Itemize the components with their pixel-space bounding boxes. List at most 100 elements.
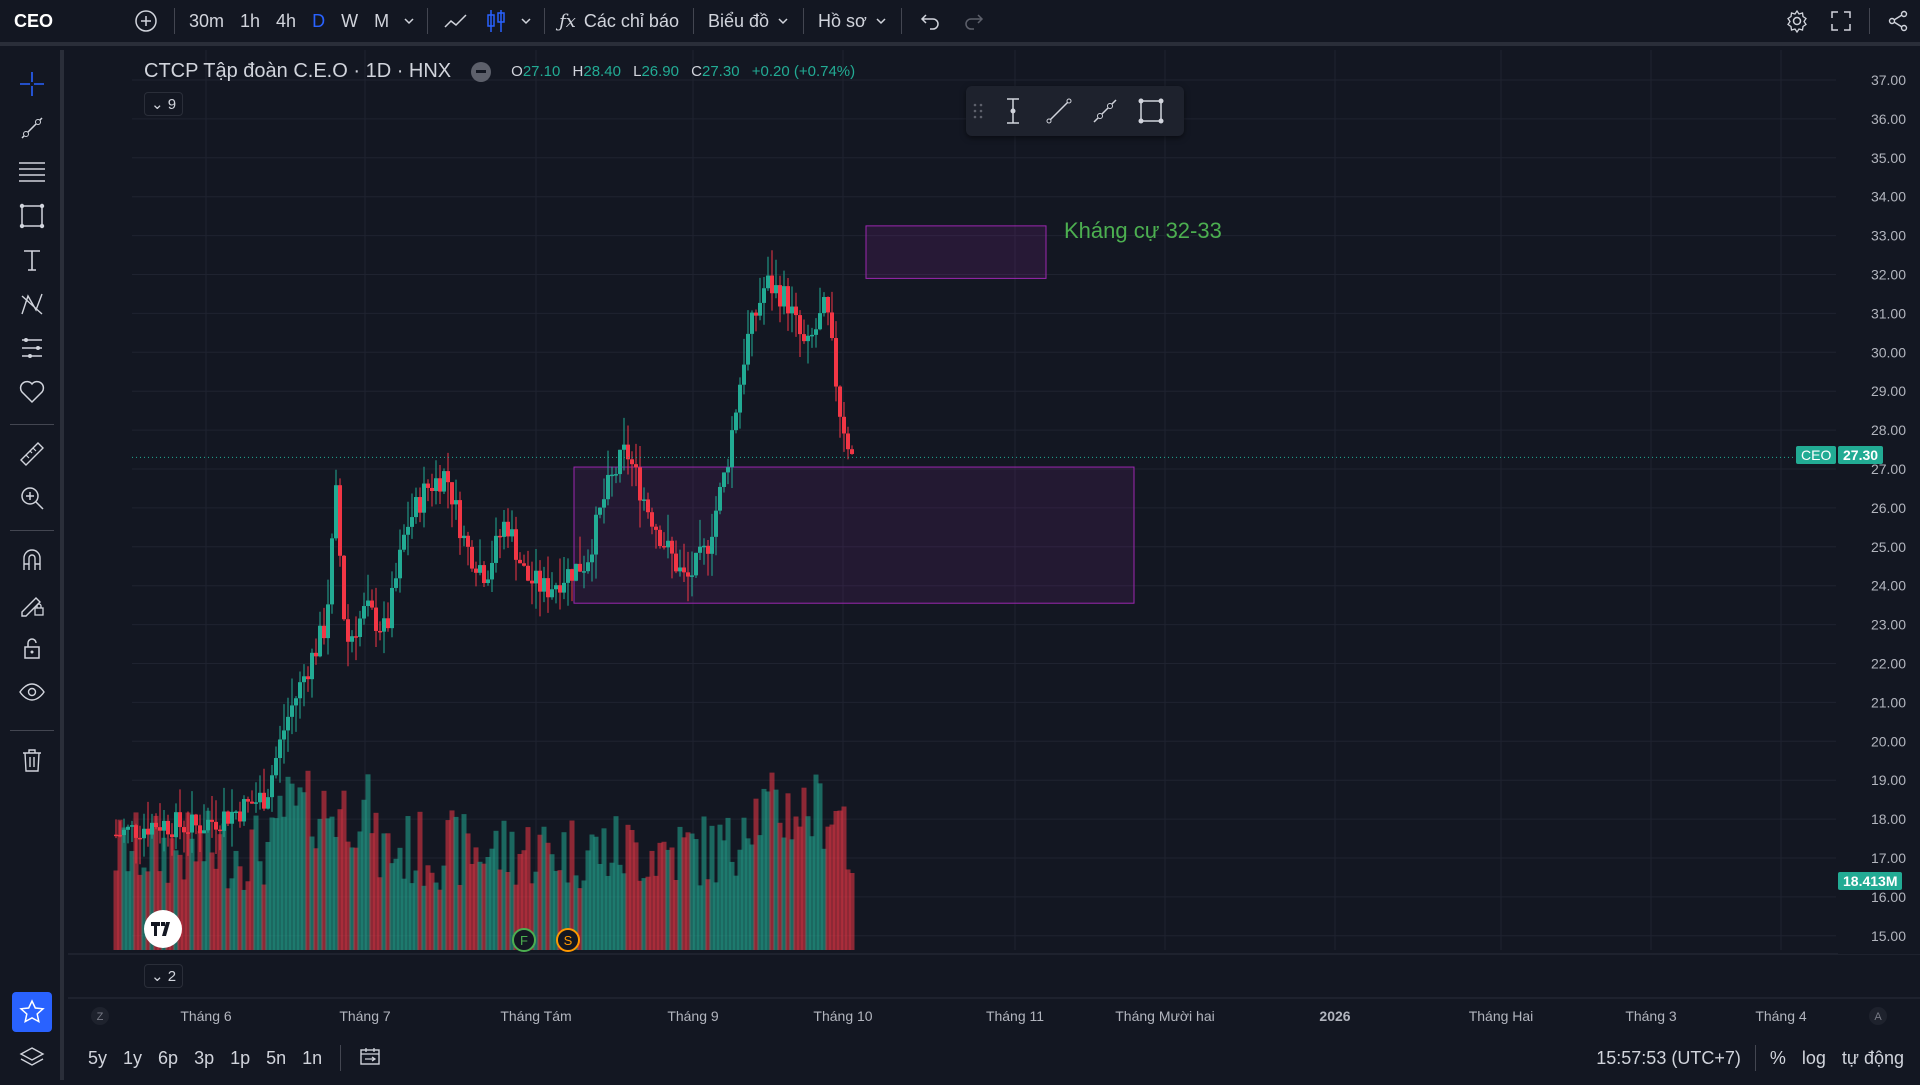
chart-type-chevron-icon[interactable] — [514, 0, 538, 42]
volume-bar — [665, 849, 671, 950]
interval-w[interactable]: W — [341, 10, 359, 31]
candle-body — [258, 792, 262, 803]
legend-hide-icon[interactable] — [471, 61, 492, 82]
candle-body — [650, 512, 654, 527]
interval-d[interactable]: D — [312, 10, 326, 31]
candle-body — [210, 819, 214, 822]
candle-body — [806, 335, 810, 342]
range-1y[interactable]: 1y — [123, 1047, 143, 1068]
log-scale-toggle[interactable]: log — [1801, 1047, 1826, 1068]
volume-bar — [493, 830, 499, 950]
compare-add-icon[interactable] — [124, 0, 168, 42]
candle-body — [418, 497, 422, 513]
volume-bar — [149, 828, 155, 950]
candle-body — [382, 618, 386, 632]
volume-bar — [137, 874, 143, 950]
volume-bar — [425, 865, 431, 950]
range-3m[interactable]: 3p — [194, 1047, 215, 1068]
magnet-icon[interactable] — [12, 540, 52, 580]
price-tick-label: 31.00 — [1871, 305, 1906, 321]
volume-bar — [729, 861, 735, 950]
candle-chart-type-icon[interactable] — [478, 0, 514, 42]
line-tool-icon[interactable] — [1036, 88, 1082, 134]
volume-bar — [601, 828, 607, 950]
trash-icon[interactable] — [12, 740, 52, 780]
trend-line-icon[interactable] — [12, 108, 52, 148]
redo-icon[interactable] — [952, 0, 996, 42]
lock-drawing-icon[interactable] — [12, 584, 52, 624]
drag-handle-icon[interactable] — [966, 88, 990, 134]
symbol-search[interactable]: CEO — [14, 10, 54, 31]
auto-scale-toggle[interactable]: tự động — [1841, 1047, 1904, 1068]
volume-bar — [297, 787, 303, 950]
pattern-tool-icon[interactable] — [12, 284, 52, 324]
volume-bar — [437, 889, 443, 950]
unlock-icon[interactable] — [12, 628, 52, 668]
volume-bar — [765, 791, 771, 950]
candle-body — [774, 285, 778, 294]
chart-pane[interactable]: Kháng cự 32-33 Tháng 6 Tháng 7 Tháng Tám Th… — [68, 50, 1920, 1080]
range-1d[interactable]: 1n — [302, 1047, 323, 1068]
settings-gear-icon[interactable] — [1775, 0, 1819, 42]
volume-collapse-button[interactable]: ⌄ 2 — [144, 964, 184, 988]
line-chart-type-icon[interactable] — [434, 0, 478, 42]
undo-icon[interactable] — [908, 0, 952, 42]
share-icon[interactable] — [1876, 0, 1920, 42]
indicators-collapse-button[interactable]: ⌄ 9 — [144, 92, 184, 116]
floating-drawing-toolbar[interactable] — [966, 86, 1184, 136]
fib-lines-icon[interactable] — [12, 152, 52, 192]
divider — [10, 530, 54, 531]
interval-1h[interactable]: 1h — [240, 10, 261, 31]
vertical-line-tool-icon[interactable] — [990, 88, 1036, 134]
profile-menu-button[interactable]: Hồ sơ — [810, 1, 895, 41]
chart-menu-button[interactable]: Biểu đồ — [700, 1, 797, 41]
percent-scale-toggle[interactable]: % — [1769, 1047, 1786, 1068]
volume-bar — [385, 833, 391, 950]
ray-tool-icon[interactable] — [1082, 88, 1128, 134]
volume-bar — [797, 826, 803, 950]
fullscreen-icon[interactable] — [1819, 0, 1863, 42]
volume-bar — [473, 847, 479, 950]
zoom-in-icon[interactable] — [12, 478, 52, 518]
candle-body — [518, 559, 522, 564]
candle-body — [686, 572, 690, 577]
interval-m[interactable]: M — [374, 10, 390, 31]
forecast-tool-icon[interactable] — [12, 328, 52, 368]
range-5d[interactable]: 5n — [266, 1047, 287, 1068]
price-chart[interactable]: Kháng cự 32-33 Tháng 6 Tháng 7 Tháng Tám Th… — [68, 50, 1920, 1080]
rectangle-tool-icon[interactable] — [12, 196, 52, 236]
candle-body — [242, 799, 246, 822]
earnings-marker[interactable]: F — [512, 928, 536, 952]
tradingview-logo-icon[interactable] — [144, 910, 182, 948]
layers-icon[interactable] — [12, 1038, 52, 1078]
volume-bar — [661, 841, 667, 950]
clock-timezone[interactable]: 15:57:53 (UTC+7) — [1596, 1047, 1741, 1068]
indicators-button[interactable]: ƒx Các chỉ báo — [551, 1, 687, 41]
candle-body — [246, 799, 250, 802]
eye-icon[interactable] — [12, 672, 52, 712]
volume-bar — [265, 841, 271, 950]
heart-icon[interactable] — [12, 372, 52, 412]
candle-body — [250, 801, 254, 804]
watchlist-star-icon[interactable] — [12, 992, 52, 1032]
range-6m[interactable]: 6p — [158, 1047, 179, 1068]
volume-bar — [693, 839, 699, 950]
split-marker[interactable]: S — [556, 928, 580, 952]
interval-4h[interactable]: 4h — [276, 10, 297, 31]
text-tool-icon[interactable] — [12, 240, 52, 280]
range-1m[interactable]: 1p — [230, 1047, 251, 1068]
rectangle-select-icon[interactable] — [1128, 88, 1174, 134]
crosshair-icon[interactable] — [12, 64, 52, 104]
goto-date-icon[interactable] — [351, 1046, 389, 1071]
candle-body — [770, 275, 774, 294]
interval-dropdown-chevron-icon[interactable] — [397, 0, 421, 42]
ruler-icon[interactable] — [12, 434, 52, 474]
price-tick-label: 21.00 — [1871, 694, 1906, 710]
volume-bar — [245, 881, 251, 950]
range-5y[interactable]: 5y — [88, 1047, 108, 1068]
candle-body — [730, 430, 734, 468]
interval-30m[interactable]: 30m — [189, 10, 225, 31]
candle-body — [238, 811, 242, 822]
price-axis: 37.00 36.00 35.00 34.00 33.00 32.00 31.00 30.00… — [1871, 72, 1906, 944]
symbol-legend[interactable]: CTCP Tập đoàn C.E.O · 1D · HNX O27.10 H2… — [144, 60, 863, 83]
